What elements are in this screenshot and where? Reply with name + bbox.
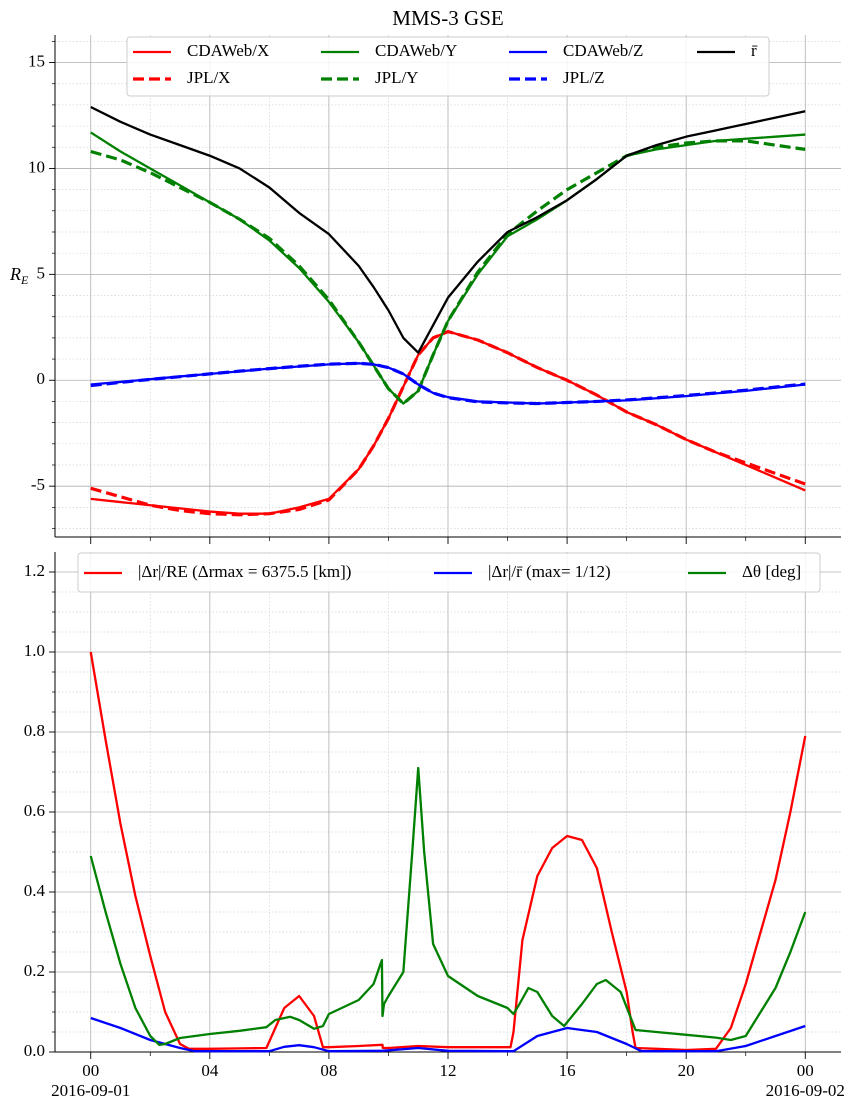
legend-label: |Δr|/r̄ (max= 1/12) — [488, 562, 611, 581]
x-tick-label: 00 — [82, 1061, 99, 1080]
legend-label: JPL/Y — [375, 68, 418, 87]
legend-label: CDAWeb/Y — [375, 41, 457, 60]
y-tick-label: 0 — [37, 369, 46, 388]
series-line — [90, 105, 806, 354]
y-label-main: R — [9, 264, 21, 284]
legend-label: CDAWeb/X — [187, 41, 269, 60]
series-line — [90, 1016, 806, 1053]
y-tick-label: 1.2 — [24, 561, 45, 580]
x-tick-label: 00 — [797, 1061, 814, 1080]
x-tick-label: 08 — [320, 1061, 337, 1080]
series-line — [90, 329, 806, 517]
x-tick-label: 12 — [440, 1061, 457, 1080]
legend-box — [126, 36, 770, 97]
series-line — [90, 139, 806, 406]
y-tick-label: -5 — [31, 475, 45, 494]
legend-label: r̄ — [751, 41, 758, 60]
series-line — [89, 766, 807, 1046]
legend-label: JPL/X — [187, 68, 230, 87]
legend-label: CDAWeb/Z — [563, 41, 643, 60]
legend-label: |Δr|/RE (Δrmax = 6375.5 [km]) — [138, 562, 351, 581]
x-tick-label: 20 — [678, 1061, 695, 1080]
legend-label: Δθ [deg] — [742, 562, 801, 581]
x-tick-label: 04 — [201, 1061, 219, 1080]
x-date-label: 2016-09-02 — [766, 1081, 845, 1100]
y-tick-label: 0.2 — [24, 961, 45, 980]
x-date-label: 2016-09-01 — [51, 1081, 130, 1100]
y-axis-label: RE — [9, 264, 29, 287]
y-label-sub: E — [20, 273, 29, 287]
y-tick-label: 0.6 — [24, 801, 45, 820]
y-tick-label: 1.0 — [24, 641, 45, 660]
y-tick-label: 15 — [28, 51, 45, 70]
y-tick-label: 0.4 — [24, 881, 46, 900]
legend-label: JPL/Z — [563, 68, 605, 87]
x-tick-label: 16 — [559, 1061, 576, 1080]
chart-title: MMS-3 GSE — [392, 6, 503, 30]
y-tick-label: 0.8 — [24, 721, 45, 740]
series-line — [90, 361, 806, 406]
y-tick-label: 10 — [28, 157, 45, 176]
y-tick-label: 0.0 — [24, 1041, 45, 1060]
y-tick-label: 5 — [37, 263, 46, 282]
